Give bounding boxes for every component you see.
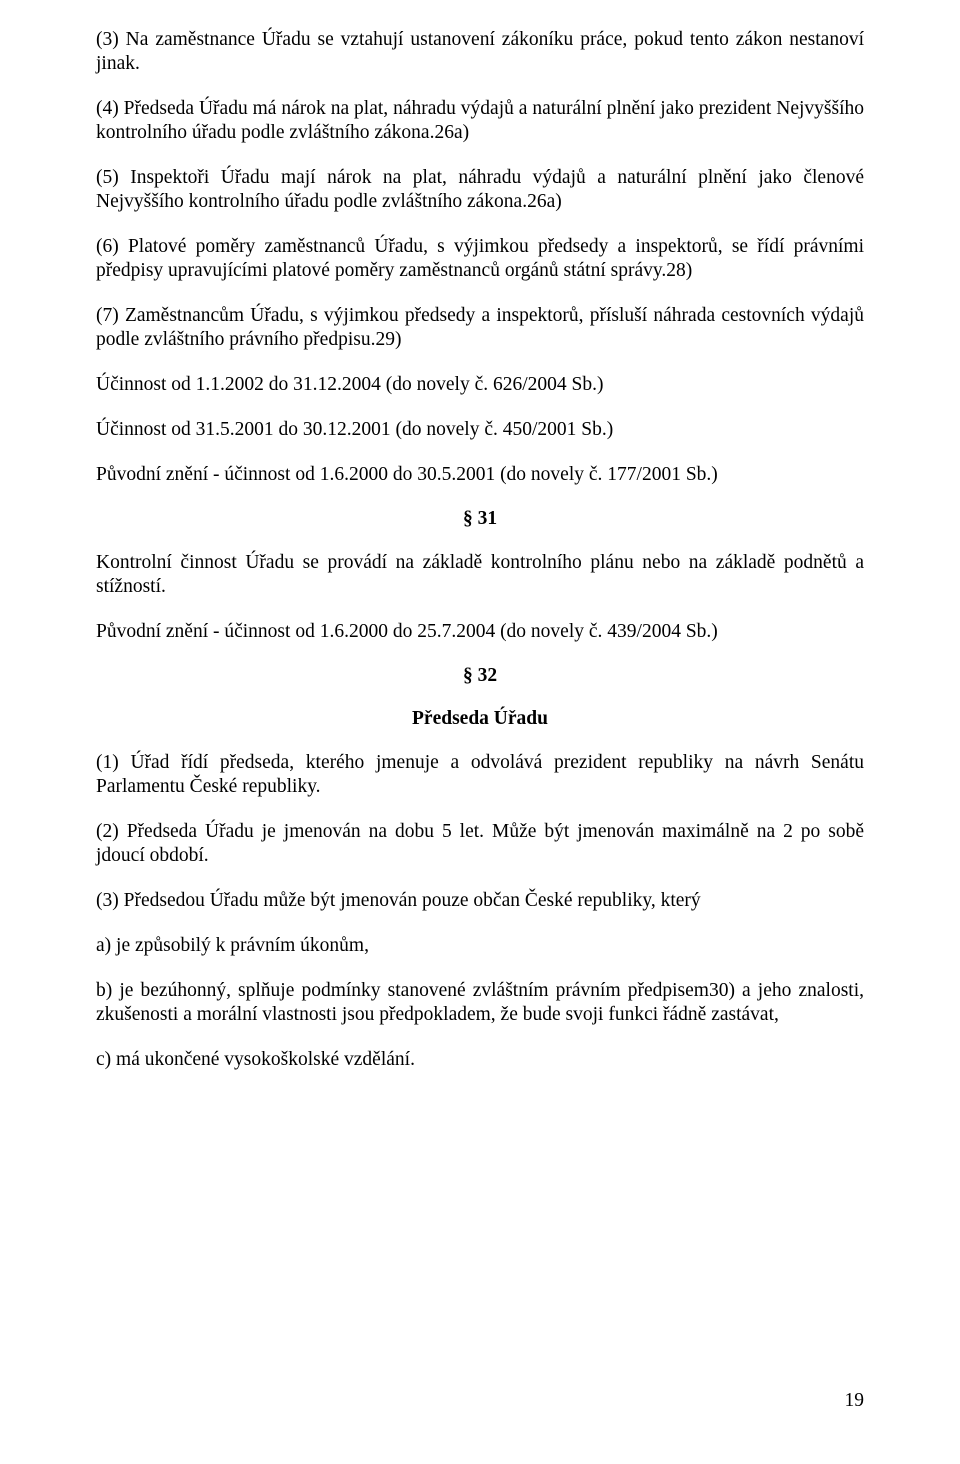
paragraph: (3) Předsedou Úřadu může být jmenován po…	[96, 889, 864, 913]
paragraph: Původní znění - účinnost od 1.6.2000 do …	[96, 620, 864, 644]
paragraph: (6) Platové poměry zaměstnanců Úřadu, s …	[96, 235, 864, 283]
paragraph: (1) Úřad řídí předseda, kterého jmenuje …	[96, 751, 864, 799]
paragraph: (7) Zaměstnancům Úřadu, s výjimkou předs…	[96, 304, 864, 352]
paragraph: b) je bezúhonný, splňuje podmínky stanov…	[96, 979, 864, 1027]
paragraph: (2) Předseda Úřadu je jmenován na dobu 5…	[96, 820, 864, 868]
paragraph: Účinnost od 1.1.2002 do 31.12.2004 (do n…	[96, 373, 864, 397]
section-title-32: Předseda Úřadu	[96, 708, 864, 730]
section-number-31: § 31	[96, 508, 864, 530]
section-number-32: § 32	[96, 665, 864, 687]
paragraph: (3) Na zaměstnance Úřadu se vztahují ust…	[96, 28, 864, 76]
paragraph: (4) Předseda Úřadu má nárok na plat, náh…	[96, 97, 864, 145]
document-page: (3) Na zaměstnance Úřadu se vztahují ust…	[0, 0, 960, 1464]
paragraph: Kontrolní činnost Úřadu se provádí na zá…	[96, 551, 864, 599]
paragraph: Účinnost od 31.5.2001 do 30.12.2001 (do …	[96, 418, 864, 442]
page-number: 19	[845, 1390, 865, 1412]
paragraph: (5) Inspektoři Úřadu mají nárok na plat,…	[96, 166, 864, 214]
paragraph: a) je způsobilý k právním úkonům,	[96, 934, 864, 958]
paragraph: c) má ukončené vysokoškolské vzdělání.	[96, 1048, 864, 1072]
paragraph: Původní znění - účinnost od 1.6.2000 do …	[96, 463, 864, 487]
